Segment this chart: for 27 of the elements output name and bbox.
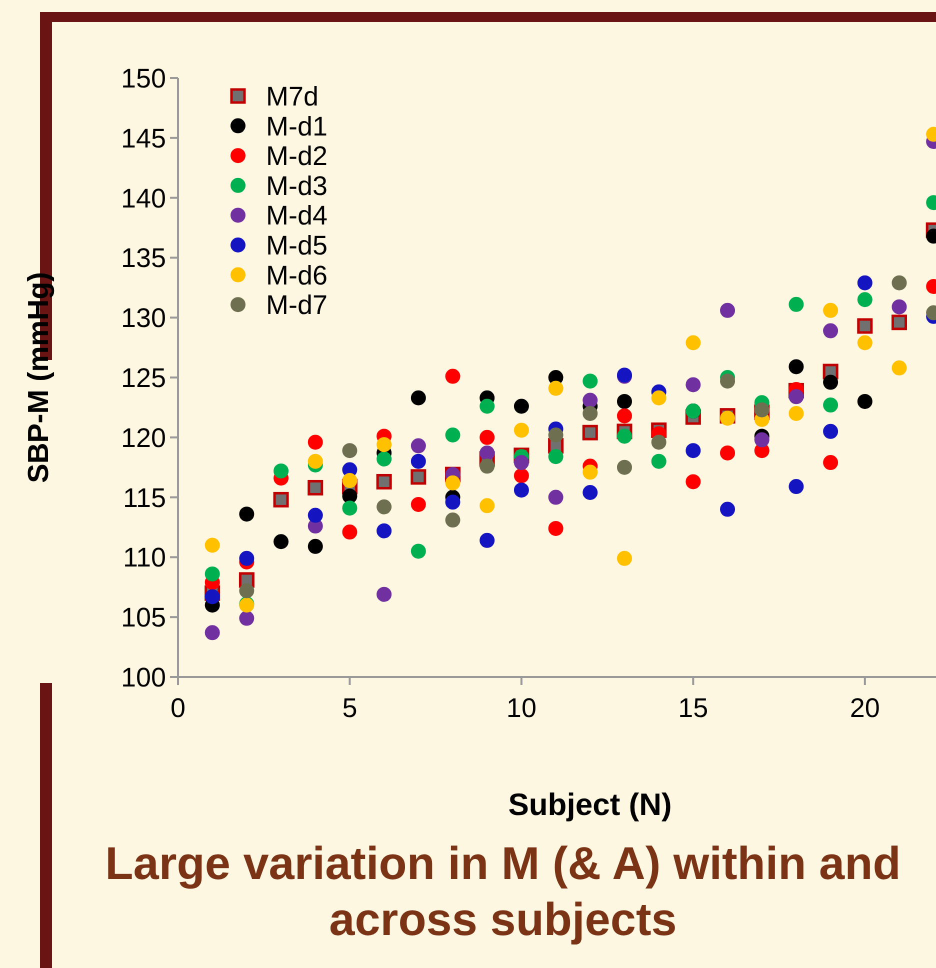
legend-label: M-d4 <box>266 200 328 231</box>
legend-label: M-d5 <box>266 230 328 260</box>
y-tick-label: 110 <box>122 542 166 573</box>
y-tick-label: 120 <box>120 422 166 453</box>
x-tick-label: 10 <box>506 693 536 723</box>
y-tick-label: 140 <box>120 183 166 214</box>
legend-label: M-d3 <box>266 170 328 201</box>
legend-label: M-d6 <box>266 260 328 290</box>
x-axis-title: Subject (N) <box>508 787 672 822</box>
x-tick-label: 0 <box>170 693 186 723</box>
y-tick-label: 105 <box>120 602 166 633</box>
legend-label: M-d1 <box>266 111 328 142</box>
y-tick-label: 115 <box>122 482 166 513</box>
y-tick-label: 150 <box>120 63 166 94</box>
text: Large variation in M (& A) within and across subjects <box>104 836 902 947</box>
x-tick-label: 15 <box>678 693 708 723</box>
y-tick-label: 145 <box>120 123 166 154</box>
x-tick-label: 20 <box>850 693 880 723</box>
legend-label: M-d7 <box>266 290 328 320</box>
legend-label: M7d <box>266 81 319 112</box>
y-tick-label: 125 <box>120 362 166 393</box>
x-tick-label: 5 <box>342 693 358 723</box>
y-axis-title: SBP-M (mmHg) <box>23 272 55 484</box>
y-tick-label: 100 <box>120 662 166 692</box>
y-tick-label: 130 <box>120 303 166 334</box>
y-tick-label: 135 <box>120 243 166 274</box>
legend-label: M-d2 <box>266 141 328 172</box>
